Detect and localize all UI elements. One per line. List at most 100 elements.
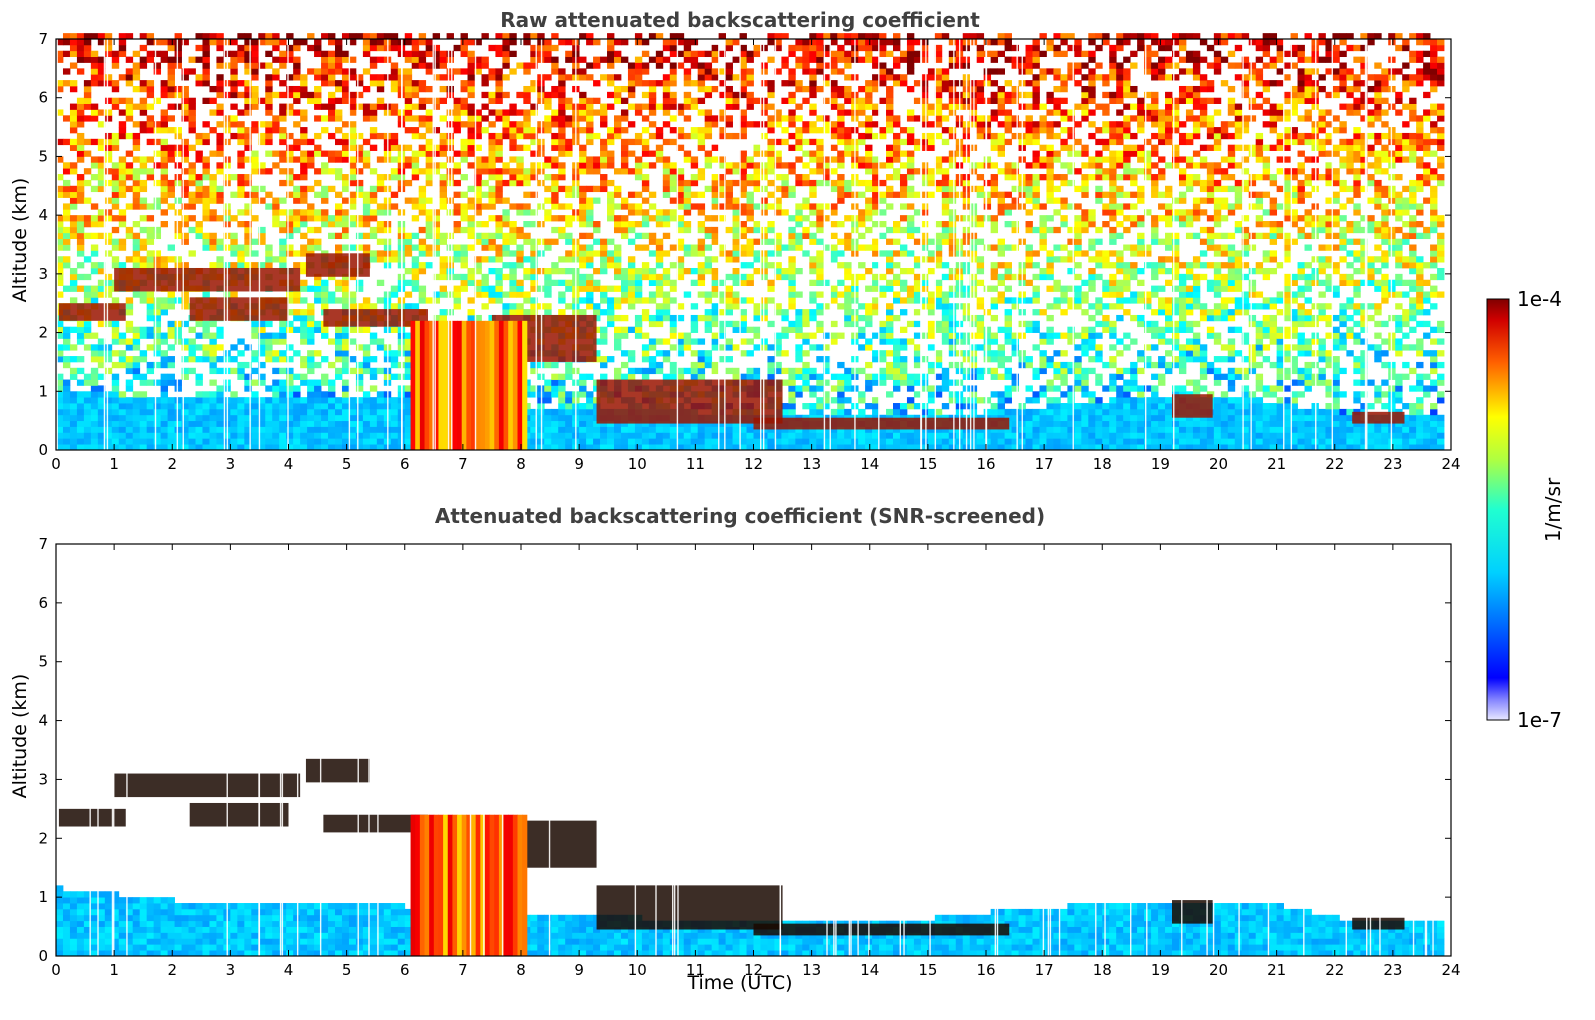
x-tick-label: 22 bbox=[1325, 961, 1344, 979]
colorbar: 1e-4 1e-7 1/m/sr bbox=[1486, 287, 1565, 732]
colorbar-max-label: 1e-4 bbox=[1517, 287, 1562, 311]
y-tick-label: 3 bbox=[38, 265, 48, 283]
x-tick-label: 1 bbox=[109, 961, 119, 979]
x-tick-label: 20 bbox=[1209, 961, 1228, 979]
precipitation-column bbox=[484, 814, 491, 956]
x-tick-label: 22 bbox=[1325, 455, 1344, 473]
snr-screened-backscatter-plot-area: 0 1 2 3 4 5 6 7 8 9 10 11 12 13 14 15 16 17 18 19 20 21 22 23 24… bbox=[38, 535, 1460, 979]
precipitation-column bbox=[517, 320, 523, 450]
x-tick-label: 0 bbox=[51, 961, 61, 979]
x-tick-label: 20 bbox=[1209, 455, 1228, 473]
precipitation-column bbox=[489, 814, 495, 956]
precipitation-column bbox=[433, 320, 439, 450]
x-tick-label: 21 bbox=[1267, 455, 1286, 473]
x-tick-label: 16 bbox=[976, 455, 995, 473]
x-tick-label: 9 bbox=[574, 455, 584, 473]
y-tick-label: 7 bbox=[38, 535, 48, 553]
x-tick-label: 8 bbox=[516, 455, 526, 473]
x-tick-label: 10 bbox=[628, 455, 647, 473]
y-tick-label: 3 bbox=[38, 770, 48, 788]
cloud-layer bbox=[305, 758, 370, 783]
x-tick-label: 23 bbox=[1383, 455, 1402, 473]
x-tick-label: 16 bbox=[976, 961, 995, 979]
x-tick-label: 13 bbox=[802, 455, 821, 473]
precipitation-column bbox=[517, 814, 523, 956]
cloud-layer bbox=[1352, 917, 1405, 930]
precipitation-column bbox=[452, 320, 458, 450]
panel-title: Attenuated backscattering coefficient (S… bbox=[435, 504, 1045, 528]
x-tick-label: 15 bbox=[918, 961, 937, 979]
precipitation-column bbox=[433, 814, 439, 956]
y-tick-label: 4 bbox=[38, 206, 48, 224]
x-tick-label: 2 bbox=[167, 961, 177, 979]
precipitation-column bbox=[461, 320, 467, 450]
precipitation-column bbox=[489, 320, 495, 450]
x-tick-label: 0 bbox=[51, 455, 61, 473]
cloud-layer bbox=[323, 814, 428, 833]
precipitation-column bbox=[419, 320, 426, 450]
y-tick-label: 2 bbox=[38, 829, 48, 847]
cloud-layer bbox=[189, 297, 289, 321]
backscatter-field bbox=[56, 33, 1445, 451]
raw-backscatter-plot-area: 0 1 2 3 4 5 6 7 8 9 10 11 12 13 14 15 16 17 18 19 20 21 22 23 24… bbox=[38, 30, 1460, 473]
precipitation-column bbox=[419, 814, 426, 956]
cloud-layer bbox=[114, 773, 301, 798]
precipitation-column bbox=[447, 814, 453, 956]
x-tick-label: 19 bbox=[1151, 455, 1170, 473]
y-tick-label: 7 bbox=[38, 30, 48, 48]
x-tick-label: 21 bbox=[1267, 961, 1286, 979]
precipitation-column bbox=[498, 814, 505, 956]
x-tick-label: 5 bbox=[342, 961, 352, 979]
cloud-layer bbox=[753, 417, 1010, 430]
precipitation-column bbox=[443, 814, 449, 956]
precipitation-column bbox=[471, 320, 477, 450]
precipitation-column bbox=[466, 320, 472, 450]
x-tick-label: 11 bbox=[686, 455, 705, 473]
precipitation-column bbox=[438, 814, 444, 956]
precipitation-column bbox=[429, 814, 435, 956]
x-tick-label: 3 bbox=[226, 455, 236, 473]
precipitation-column bbox=[480, 320, 486, 450]
precipitation-column bbox=[429, 320, 435, 450]
cloud-layer bbox=[1172, 394, 1213, 418]
y-tick-label: 6 bbox=[38, 594, 48, 612]
x-tick-label: 17 bbox=[1035, 961, 1054, 979]
y-axis-label: Altitude (km) bbox=[9, 674, 31, 799]
precipitation-column bbox=[410, 814, 416, 956]
y-axis-label: Altitude (km) bbox=[9, 178, 31, 303]
panel-title: Raw attenuated backscattering coefficien… bbox=[500, 8, 980, 32]
precipitation-column bbox=[415, 320, 421, 450]
x-tick-label: 6 bbox=[400, 455, 410, 473]
x-tick-label: 23 bbox=[1383, 961, 1402, 979]
cloud-layer bbox=[305, 253, 370, 277]
x-tick-label: 5 bbox=[342, 455, 352, 473]
x-tick-label: 7 bbox=[458, 455, 468, 473]
cloud-layer bbox=[596, 885, 783, 930]
x-tick-label: 2 bbox=[167, 455, 177, 473]
precipitation-column bbox=[480, 814, 486, 956]
precipitation-column bbox=[484, 320, 491, 450]
x-tick-label: 17 bbox=[1035, 455, 1054, 473]
precipitation-column bbox=[443, 320, 449, 450]
x-tick-label: 1 bbox=[109, 455, 119, 473]
colorbar-unit-label: 1/m/sr bbox=[1541, 477, 1565, 542]
cloud-layer bbox=[189, 802, 289, 827]
x-tick-label: 24 bbox=[1441, 455, 1460, 473]
x-tick-label: 10 bbox=[628, 961, 647, 979]
precipitation-column bbox=[512, 814, 519, 956]
snr-screened-backscatter-panel: Attenuated backscattering coefficient (S… bbox=[9, 504, 1461, 994]
cloud-layer bbox=[114, 267, 301, 292]
x-tick-label: 18 bbox=[1093, 961, 1112, 979]
x-tick-label: 12 bbox=[744, 455, 763, 473]
colorbar-min-label: 1e-7 bbox=[1517, 708, 1562, 732]
precipitation-column bbox=[503, 814, 509, 956]
cloud-layer bbox=[58, 808, 126, 827]
precipitation-column bbox=[415, 814, 421, 956]
x-tick-label: 19 bbox=[1151, 961, 1170, 979]
cloud-layer bbox=[596, 379, 783, 424]
precipitation-column bbox=[410, 320, 416, 450]
precipitation-column bbox=[466, 814, 472, 956]
precipitation-column bbox=[494, 320, 500, 450]
x-tick-label: 3 bbox=[226, 961, 236, 979]
x-tick-label: 12 bbox=[744, 961, 763, 979]
